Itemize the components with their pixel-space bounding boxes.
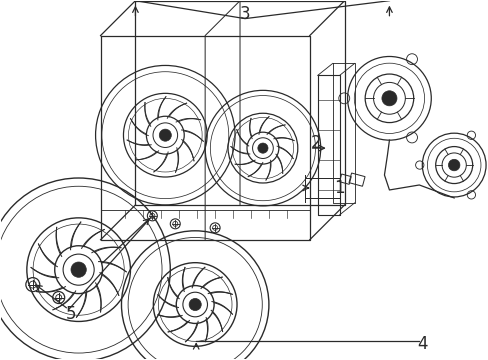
Circle shape [189,298,201,311]
Text: 1: 1 [334,179,344,197]
Circle shape [71,262,86,277]
Bar [339,174,350,184]
Circle shape [381,91,396,106]
Text: 5: 5 [65,306,76,324]
Text: 4: 4 [416,336,427,354]
Bar [348,173,365,186]
Circle shape [257,143,267,153]
Text: 3: 3 [239,5,250,23]
Text: 2: 2 [310,134,321,152]
Circle shape [159,129,171,141]
Circle shape [447,159,459,171]
